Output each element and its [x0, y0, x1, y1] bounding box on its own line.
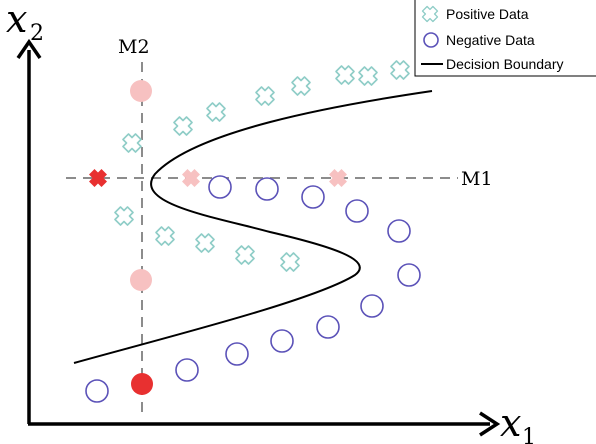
negative-point [397, 263, 421, 287]
positive-point [235, 245, 255, 265]
legend-positive-icon [421, 5, 439, 23]
negative-point [360, 294, 384, 318]
missing-point-strong [131, 373, 153, 395]
y-axis-label: x [6, 0, 27, 41]
x-axis-subscript: 1 [522, 425, 536, 444]
decision-boundary [73, 90, 433, 364]
y-axis-subscript: 2 [30, 21, 44, 46]
negative-point [301, 185, 325, 209]
missing-cross-light [182, 169, 200, 187]
m2-label: M2 [118, 36, 150, 58]
positive-point [173, 116, 193, 136]
negative-point [270, 329, 294, 353]
positive-point [390, 60, 410, 80]
legend-negative-icon [423, 32, 439, 48]
negative-point [225, 342, 249, 366]
positive-point [280, 252, 300, 272]
negative-point [208, 175, 232, 199]
legend-boundary-label: Decision Boundary [446, 56, 564, 72]
legend-positive-label: Positive Data [446, 6, 529, 22]
positive-point [155, 226, 175, 246]
x-axis-label: x [500, 401, 521, 444]
negative-point [387, 219, 411, 243]
x-axis-arrowhead [479, 411, 501, 437]
missing-point-light [130, 80, 152, 102]
positive-point [291, 76, 311, 96]
negative-point [345, 199, 369, 223]
negative-point [255, 177, 279, 201]
positive-point [335, 65, 355, 85]
positive-point [114, 206, 134, 226]
legend-negative-label: Negative Data [446, 32, 535, 48]
y-axis-arrowhead [16, 38, 42, 59]
missing-point-light [130, 269, 152, 291]
negative-point [175, 358, 199, 382]
legend: Positive Data Negative Data Decision Bou… [414, 0, 596, 77]
positive-point [206, 102, 226, 122]
positive-point [122, 133, 142, 153]
legend-box [414, 0, 596, 77]
m1-label: M1 [461, 168, 493, 190]
positive-point [358, 66, 378, 86]
negative-point [85, 379, 109, 403]
positive-point [195, 233, 215, 253]
negative-point [316, 315, 340, 339]
positive-point [255, 86, 275, 106]
